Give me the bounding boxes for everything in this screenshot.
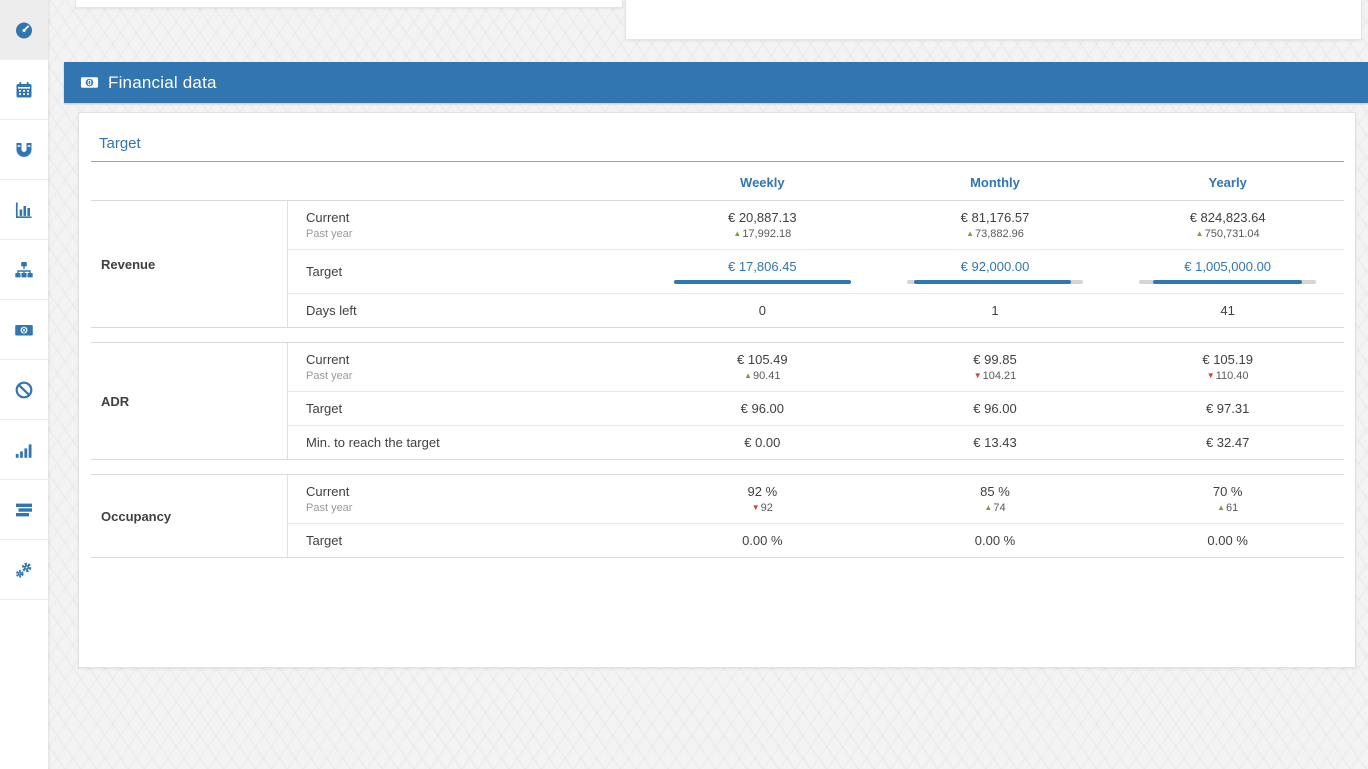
financial-data-panel-header: Financial data [64,62,1368,103]
trend-down-icon: ▼ [973,371,982,380]
ban-icon [14,380,34,400]
cell-adr-min-to-target-monthly: € 13.43 [878,425,1112,459]
sidebar-item-signal[interactable] [0,420,48,480]
sidebar-item-ban[interactable] [0,360,48,420]
sidebar-item-magnet[interactable] [0,120,48,180]
cell-revenue-days-left-yearly: 41 [1111,293,1344,327]
cell-occupancy-current-monthly: 85 % ▲74 [980,484,1010,514]
sidebar-item-bar-chart[interactable] [0,180,48,240]
group-revenue: Revenue Current Past year € 20,887.13 ▲17,99… [91,200,1344,328]
trend-up-icon: ▲ [984,503,993,512]
gears-icon [14,560,34,580]
sidebar-item-dashboard[interactable] [0,0,48,60]
column-header-yearly: Yearly [1208,175,1247,190]
calendar-icon [14,80,34,100]
sidebar-item-money[interactable] [0,300,48,360]
target-input-monthly[interactable]: € 92,000.00 [960,259,1030,274]
target-progress-weekly[interactable] [674,280,851,284]
cell-adr-current-weekly: € 105.49 ▲90.41 [737,352,788,382]
cell-revenue-days-left-monthly: 1 [878,293,1112,327]
target-progress-monthly[interactable] [906,280,1084,284]
trend-up-icon: ▲ [1217,503,1225,512]
row-label-adr-min-to-target: Min. to reach the target [288,425,646,459]
trend-up-icon: ▲ [744,371,753,380]
cell-occupancy-target-weekly: 0.00 % [646,523,879,557]
target-input-weekly[interactable]: € 17,806.45 [727,259,797,274]
cell-occupancy-current-yearly: 70 % ▲61 [1212,484,1243,514]
cell-adr-target-yearly: € 97.31 [1111,391,1344,425]
group-label-adr: ADR [91,343,288,459]
cell-adr-target-monthly: € 96.00 [878,391,1112,425]
trend-up-icon: ▲ [733,229,742,238]
sidebar [0,0,48,769]
cell-adr-current-monthly: € 99.85 ▼104.21 [973,352,1017,382]
top-left-card-remnant [75,0,623,8]
row-label-revenue-target: Target [288,249,646,293]
top-right-card-remnant [625,0,1362,40]
dashboard-icon [14,20,34,40]
cell-adr-min-to-target-yearly: € 32.47 [1111,425,1344,459]
row-label-occupancy-target: Target [288,523,646,557]
row-label-revenue-current: Current Past year [306,210,353,240]
sidebar-item-tasks[interactable] [0,480,48,540]
panel-title: Financial data [108,72,217,92]
sidebar-item-sitemap[interactable] [0,240,48,300]
cell-revenue-current-yearly: € 824,823.64 ▲750,731.04 [1189,210,1266,240]
cell-revenue-target-yearly: € 1,005,000.00 [1111,249,1344,293]
trend-down-icon: ▼ [1206,371,1215,380]
target-input-yearly[interactable]: € 1,005,000.00 [1184,259,1272,274]
cell-revenue-current-monthly: € 81,176.57 ▲73,882.96 [960,210,1030,240]
column-header-weekly: Weekly [740,175,785,190]
sidebar-item-calendar[interactable] [0,60,48,120]
sitemap-icon [14,260,34,280]
cell-revenue-current-weekly: € 20,887.13 ▲17,992.18 [727,210,797,240]
row-label-adr-current: Current Past year [306,352,353,382]
money-icon [80,73,99,92]
cell-occupancy-target-yearly: 0.00 % [1111,523,1344,557]
cell-adr-current-yearly: € 105.19 ▼110.40 [1202,352,1253,382]
bar-chart-icon [14,200,34,220]
cell-occupancy-current-weekly: 92 % ▼92 [747,484,778,514]
group-label-occupancy: Occupancy [91,475,288,557]
cell-occupancy-target-monthly: 0.00 % [878,523,1112,557]
cell-adr-min-to-target-weekly: € 0.00 [646,425,879,459]
cell-adr-target-weekly: € 96.00 [646,391,879,425]
group-occupancy: Occupancy Current Past year 92 % ▼92 85 % ▲74 7… [91,474,1344,558]
tasks-icon [14,500,34,520]
trend-up-icon: ▲ [966,229,974,238]
magnet-icon [14,140,34,160]
group-label-revenue: Revenue [91,201,288,327]
section-title: Target [99,135,141,152]
cell-revenue-target-weekly: € 17,806.45 [646,249,879,293]
table-header-row: Weekly Monthly Yearly [91,164,1344,200]
row-label-occupancy-current: Current Past year [306,484,353,514]
sidebar-item-gears[interactable] [0,540,48,600]
trend-up-icon: ▲ [1195,229,1204,238]
money-icon [14,320,34,340]
target-progress-yearly[interactable] [1139,280,1316,284]
signal-icon [14,440,34,460]
row-label-adr-target: Target [288,391,646,425]
trend-down-icon: ▼ [751,503,760,512]
cell-revenue-target-monthly: € 92,000.00 [878,249,1112,293]
target-table: Revenue Current Past year € 20,887.13 ▲17,99… [91,200,1344,558]
section-divider [91,161,1344,162]
financial-data-card: Target Weekly Monthly Yearly Revenue Curr… [78,112,1356,668]
row-label-revenue-days-left: Days left [288,293,646,327]
column-header-monthly: Monthly [970,175,1020,190]
cell-revenue-days-left-weekly: 0 [646,293,879,327]
group-adr: ADR Current Past year € 105.49 ▲90.41 € 99.85… [91,342,1344,460]
main-content: Financial data Target Weekly Monthly Yea… [48,0,1368,769]
